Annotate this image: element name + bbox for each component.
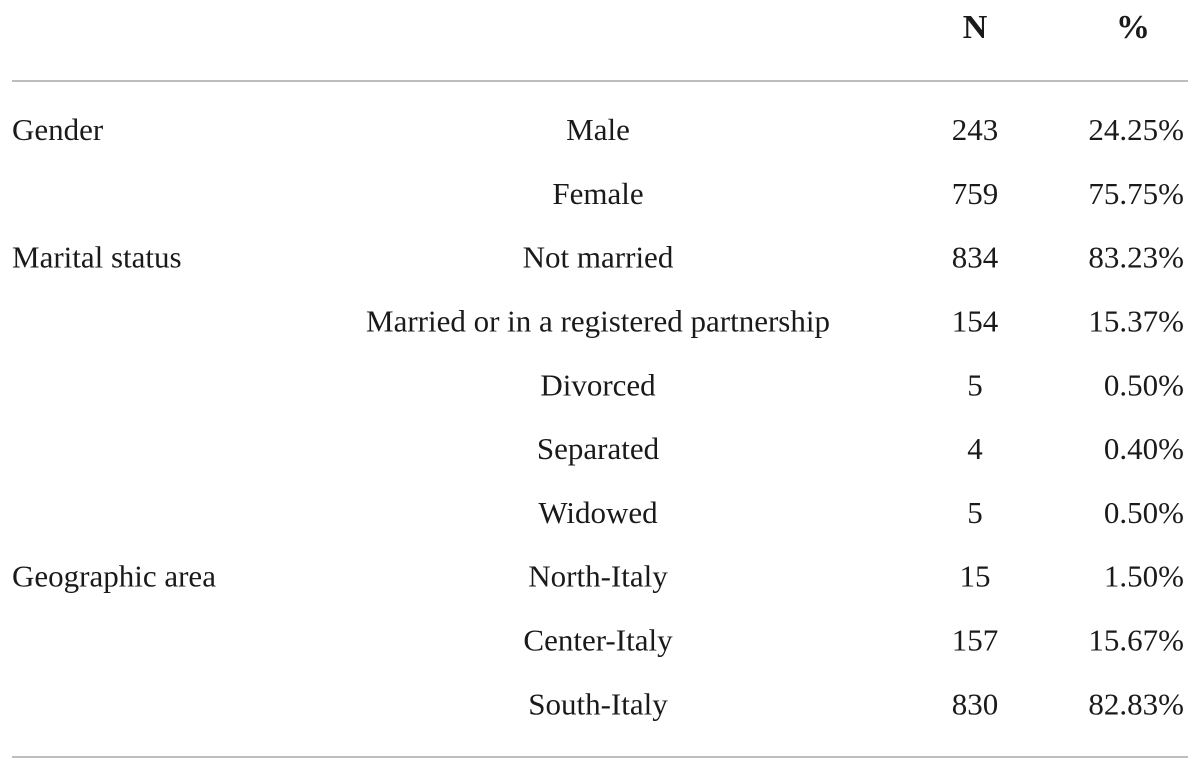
percent-cell: 75.75% (1088, 176, 1184, 211)
category-label: Widowed (538, 495, 658, 530)
category-label: Male (566, 112, 630, 147)
n-cell: 154 (952, 304, 999, 339)
percent-cell: 83.23% (1088, 240, 1184, 275)
category-label: Female (552, 176, 643, 211)
n-cell: 157 (952, 623, 999, 658)
n-cell: 834 (952, 240, 999, 275)
n-cell: 830 (952, 686, 999, 721)
header-percent: % (1116, 9, 1150, 46)
category-label: Married or in a registered partnership (366, 304, 830, 339)
category-label: North-Italy (528, 559, 668, 594)
percent-cell: 1.50% (1104, 559, 1184, 594)
header-n: N (963, 9, 988, 46)
percent-cell: 0.50% (1104, 367, 1184, 402)
category-label: South-Italy (528, 686, 668, 721)
n-cell: 5 (967, 367, 983, 402)
category-label: Separated (537, 431, 660, 466)
percent-cell: 82.83% (1088, 686, 1184, 721)
n-cell: 5 (967, 495, 983, 530)
percent-cell: 15.37% (1088, 304, 1184, 339)
group-label: Marital status (12, 240, 182, 275)
n-cell: 759 (952, 176, 999, 211)
percent-cell: 15.67% (1088, 623, 1184, 658)
category-label: Divorced (540, 367, 656, 402)
percent-cell: 0.50% (1104, 495, 1184, 530)
category-label: Not married (523, 240, 674, 275)
n-cell: 243 (952, 112, 999, 147)
percent-cell: 0.40% (1104, 431, 1184, 466)
group-label: Geographic area (12, 559, 216, 594)
n-cell: 15 (960, 559, 991, 594)
percent-cell: 24.25% (1088, 112, 1184, 147)
category-label: Center-Italy (523, 623, 673, 658)
group-label: Gender (12, 112, 104, 147)
n-cell: 4 (967, 431, 983, 466)
